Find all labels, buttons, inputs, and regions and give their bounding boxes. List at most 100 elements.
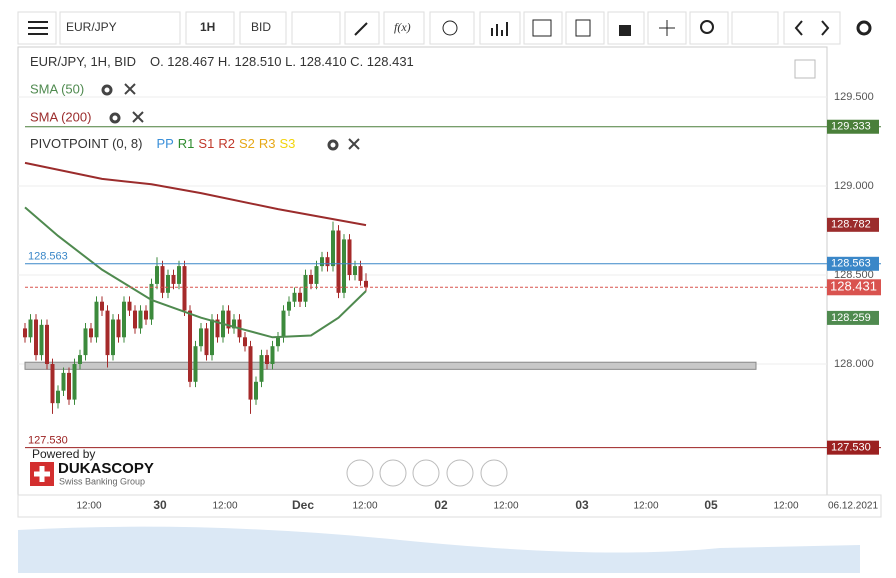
x-tick-label: 12:00	[633, 501, 658, 512]
candle-body	[138, 310, 143, 329]
crosshair-button[interactable]	[647, 11, 687, 45]
x-tick-label: 05	[704, 498, 718, 512]
x-tick-label: 12:00	[773, 501, 798, 512]
x-tick-label: 12:00	[212, 501, 237, 512]
nav-control[interactable]	[480, 459, 508, 487]
price-tag	[827, 119, 879, 134]
brand-tagline: Swiss Banking Group	[59, 476, 145, 486]
price-tag-label: 129.333	[831, 121, 871, 133]
info-button[interactable]	[429, 11, 475, 45]
price-tag-label: 127.530	[831, 442, 871, 454]
candle-body	[314, 266, 319, 284]
price-tag	[827, 217, 879, 232]
candle-body	[232, 319, 236, 329]
candle-body	[182, 266, 187, 311]
candle-body	[72, 363, 77, 400]
price-tag	[827, 256, 879, 271]
symbol-input[interactable]	[59, 11, 181, 45]
pivot-part: S2	[239, 136, 255, 151]
fx-label: f(x)	[394, 20, 411, 34]
candle-body	[23, 328, 27, 338]
price-tag-label: 128.431	[830, 279, 877, 294]
candle-body	[265, 355, 269, 364]
settings-icon[interactable]	[101, 84, 113, 96]
volume-button[interactable]	[479, 11, 521, 45]
settings-icon[interactable]	[856, 20, 872, 36]
candle-body	[116, 319, 121, 338]
candle-body	[83, 328, 88, 356]
settings-icon[interactable]	[327, 139, 339, 151]
candle-body	[144, 310, 148, 320]
pivot-legend: PIVOTPOINT (0, 8) PP R1 S1 R2 S2 R3 S3	[30, 136, 295, 151]
y-tick-label: 128.500	[834, 269, 874, 281]
nav-buttons[interactable]	[783, 11, 841, 45]
upload-button[interactable]	[731, 11, 779, 45]
info-icon	[442, 20, 458, 36]
x-tick-label: 12:00	[76, 501, 101, 512]
expand-button[interactable]	[794, 59, 816, 79]
candle-body	[127, 301, 132, 311]
pivot-part: R2	[218, 136, 235, 151]
price-tag-label: 128.563	[831, 258, 871, 270]
arrows-icon	[794, 20, 830, 36]
side: BID	[251, 20, 271, 34]
zoom-icon	[700, 20, 714, 34]
pivot-part: S3	[279, 136, 295, 151]
y-tick-label: 129.000	[834, 180, 874, 192]
x-tick-label: 03	[575, 498, 589, 512]
pivot-part: S1	[198, 136, 214, 151]
candle-body	[67, 372, 71, 400]
settings-icon[interactable]	[109, 112, 121, 124]
candle-body	[259, 355, 264, 382]
candle-body	[364, 280, 368, 288]
menu-icon	[28, 21, 48, 35]
x-tick-label: Dec	[292, 498, 314, 512]
candle-body	[342, 239, 346, 293]
ohlc-header: EUR/JPY, 1H, BID O. 128.467 H. 128.510 L.…	[30, 54, 414, 69]
candle-body	[188, 310, 192, 382]
candle-body	[309, 275, 313, 284]
nav-control[interactable]	[379, 459, 407, 487]
zoom-button[interactable]	[689, 11, 729, 45]
candle-body	[100, 301, 104, 311]
x-tick-label: 12:00	[493, 501, 518, 512]
close-icon[interactable]	[348, 138, 360, 150]
candle-body	[270, 346, 275, 364]
nav-control[interactable]	[412, 459, 440, 487]
close-icon[interactable]	[132, 111, 144, 123]
lock-icon	[619, 25, 631, 36]
zone	[24, 361, 757, 370]
symbol-header: EUR/JPY, 1H, BID	[30, 54, 136, 69]
candle-body	[193, 346, 198, 382]
candle-body	[78, 355, 82, 364]
navigator	[18, 526, 860, 573]
calendar-button[interactable]	[523, 11, 563, 45]
symbol: EUR/JPY	[66, 20, 117, 34]
powered-by: Powered by	[32, 447, 95, 461]
x-tick-label: 02	[434, 498, 448, 512]
side-select[interactable]	[239, 11, 287, 45]
pivot-part: PP	[156, 136, 173, 151]
candle-body	[331, 230, 335, 267]
candle-body	[204, 328, 209, 356]
indicator-button[interactable]	[383, 11, 425, 45]
candle-body	[199, 328, 203, 347]
candle-body	[320, 257, 324, 267]
nav-control[interactable]	[446, 459, 474, 487]
candle-body	[336, 230, 341, 293]
candle-body	[133, 310, 137, 329]
candle-body	[111, 319, 115, 356]
nav-control[interactable]	[346, 459, 374, 487]
pivot-name: PIVOTPOINT (0, 8)	[30, 136, 142, 151]
close-icon[interactable]	[124, 83, 136, 95]
candle-body	[39, 324, 44, 356]
candle-body	[89, 328, 93, 338]
candle-body	[155, 266, 159, 284]
interval-select[interactable]	[185, 11, 235, 45]
news-button[interactable]	[565, 11, 605, 45]
candle-body	[347, 239, 352, 276]
candle-body	[160, 266, 165, 293]
chart-type-button[interactable]	[291, 11, 341, 45]
level-label: 128.563	[28, 251, 68, 263]
